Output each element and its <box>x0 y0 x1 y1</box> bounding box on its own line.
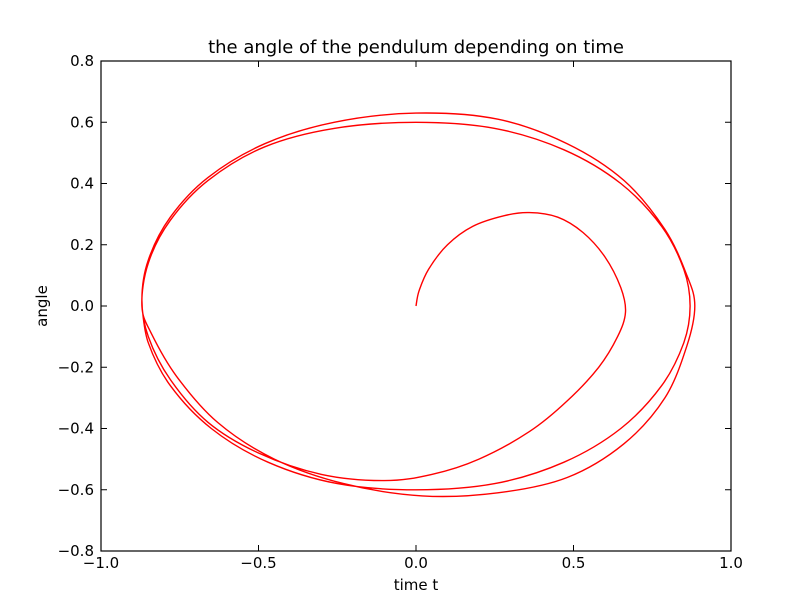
x-tick-label: 1.0 <box>719 554 743 572</box>
y-tick-label: 0.6 <box>70 113 94 131</box>
series-line-0 <box>141 112 696 498</box>
ticks-layer: −1.0 −0.5 0.0 0.5 1.0 −0.8 −0.6 −0.4 −0.2 0.0 0.2 0… <box>58 52 743 572</box>
y-tick-label: −0.6 <box>58 481 94 499</box>
x-tick-label: 0.0 <box>404 554 428 572</box>
plot-frame <box>100 60 732 552</box>
x-tick-label: 0.5 <box>562 554 586 572</box>
series-layer <box>141 112 696 498</box>
y-tick-label: 0.2 <box>70 236 94 254</box>
y-tick-label: 0.8 <box>70 52 94 70</box>
x-tick-label: −0.5 <box>240 554 276 572</box>
chart-title: the angle of the pendulum depending on t… <box>208 37 624 58</box>
y-tick-label: −0.2 <box>58 358 94 376</box>
y-tick-label: −0.4 <box>58 420 94 438</box>
x-tick-label: −1.0 <box>83 554 119 572</box>
y-tick-label: 0.0 <box>70 297 94 315</box>
y-axis-label: angle <box>33 285 51 327</box>
y-tick-label: 0.4 <box>70 175 94 193</box>
y-tick-label: −0.8 <box>58 542 94 560</box>
x-axis-label: time t <box>394 576 439 594</box>
